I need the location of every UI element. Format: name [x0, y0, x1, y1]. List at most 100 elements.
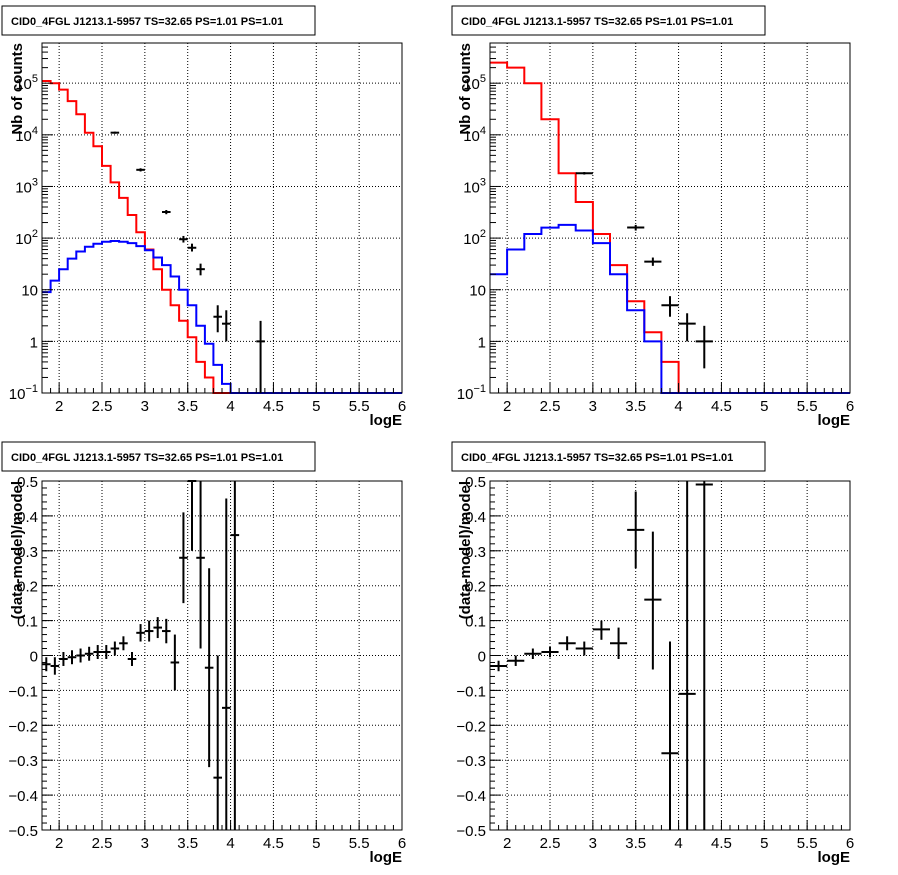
panel0-x-tick-label-0: 2 — [55, 398, 63, 415]
panel2-y-tick-label-0: −0.5 — [8, 823, 38, 840]
panel3-x-tick-label-6: 5 — [760, 835, 768, 852]
panel0-title-frame — [1, 5, 316, 36]
panel3-y-axis: −0.5 −0.4 −0.3 −0.2 −0.1 0 0.1 0.2 0.3 0.4 0.5(dat… — [456, 474, 501, 840]
panel1-data-point-5 — [695, 325, 713, 369]
panel2-title: CID0_4FGL J1213.1-5957 TS=32.65 PS=1.01 … — [11, 452, 283, 464]
panel3-y-tick-label-7: 0.2 — [465, 579, 486, 596]
panel2-title-box: CID0_4FGL J1213.1-5957 TS=32.65 PS=1.01 … — [1, 441, 316, 472]
panel2-data-point-14 — [162, 618, 171, 644]
panel0-data-point-0 — [110, 131, 120, 134]
panel0-title-box: CID0_4FGL J1213.1-5957 TS=32.65 PS=1.01 … — [1, 5, 316, 36]
panel1-data-point-1 — [627, 224, 645, 231]
panel2-data-point-10 — [127, 652, 137, 666]
panel2-y-tick-label-7: 0.2 — [17, 579, 38, 596]
panel0-y-tick-label-0: 10−1 — [9, 383, 38, 403]
panel3-data-point-11 — [678, 481, 696, 830]
panel0-data-points — [110, 131, 265, 393]
panel-top-right: CID0_4FGL J1213.1-5957 TS=32.65 PS=1.01 … — [451, 5, 854, 429]
panel1-y-axis-label: Nb of counts — [457, 43, 474, 135]
panel3-y-tick-label-10: 0.5 — [465, 474, 486, 491]
panel2-x-axis-label: logE — [370, 849, 403, 866]
panel0-y-tick-label-6: 105 — [15, 73, 38, 93]
panel2-data-point-16 — [179, 512, 188, 604]
panel2-y-tick-label-10: 0.5 — [17, 474, 38, 491]
panel1-x-tick-label-2: 3 — [589, 398, 597, 415]
panel2-y-axis-label: (data-model)/model — [9, 481, 26, 619]
panel3-data-point-8 — [627, 491, 645, 569]
panel2-data-point-19 — [204, 568, 214, 768]
panel3-x-tick-label-1: 2.5 — [540, 835, 561, 852]
panel1-title-frame — [451, 5, 766, 36]
panel2-y-tick-label-4: −0.1 — [8, 683, 38, 700]
panel0-data-point-2 — [162, 209, 171, 215]
panel2-x-tick-label-4: 4 — [226, 835, 234, 852]
panel2-data-point-12 — [144, 620, 154, 642]
panel2-x-tick-label-1: 2.5 — [92, 835, 113, 852]
panel3-x-axis-label: logE — [818, 849, 851, 866]
panel1-x-axis-label: logE — [818, 412, 851, 429]
panel3-x-tick-label-2: 3 — [589, 835, 597, 852]
panel2-data-point-11 — [136, 624, 145, 642]
panel1-title: CID0_4FGL J1213.1-5957 TS=32.65 PS=1.01 … — [461, 16, 733, 28]
panel1-x-tick-label-1: 2.5 — [540, 398, 561, 415]
panel2-x-tick-label-7: 5.5 — [349, 835, 370, 852]
panel-bottom-left: CID0_4FGL J1213.1-5957 TS=32.65 PS=1.01 … — [1, 441, 406, 866]
panel0-y-tick-label-3: 102 — [15, 228, 38, 248]
panel2-data-point-22 — [230, 481, 240, 830]
panel1-x-tick-label-5: 4.5 — [711, 398, 732, 415]
panel3-x-tick-label-7: 5.5 — [797, 835, 818, 852]
panel0-data-point-4 — [187, 243, 197, 252]
panel3-y-tick-label-3: −0.2 — [456, 718, 486, 735]
panel2-y-tick-label-8: 0.3 — [17, 544, 38, 561]
panel2-data-point-1 — [50, 657, 60, 675]
panel0-data-point-3 — [179, 235, 188, 243]
panel1-y-tick-label-0: 10−1 — [457, 383, 486, 403]
panel1-x-tick-label-7: 5.5 — [797, 398, 818, 415]
panel-bottom-right: CID0_4FGL J1213.1-5957 TS=32.65 PS=1.01 … — [451, 441, 854, 866]
panel2-data-point-15 — [170, 634, 180, 691]
panel3-data-points — [490, 481, 713, 830]
panel0-plot-frame — [41, 42, 403, 394]
panel1-x-tick-label-0: 2 — [503, 398, 511, 415]
panel1-y-tick-label-1: 1 — [478, 334, 486, 351]
panel3-x-tick-label-8: 6 — [846, 835, 854, 852]
panel3-y-tick-label-6: 0.1 — [465, 614, 486, 631]
panel0-y-tick-label-1: 1 — [30, 334, 38, 351]
panel2-data-point-0 — [42, 657, 51, 672]
panel1-plot-frame — [489, 42, 851, 394]
panel0-x-axis-label: logE — [370, 412, 403, 429]
panel0-x-tick-label-2: 3 — [141, 398, 149, 415]
panel2-x-tick-label-5: 4.5 — [263, 835, 284, 852]
panel1-data-point-2 — [644, 257, 662, 266]
panel2-x-tick-label-3: 3.5 — [177, 835, 198, 852]
panel2-x-tick-label-8: 6 — [398, 835, 406, 852]
panel2-y-tick-label-1: −0.4 — [8, 788, 38, 805]
panel3-title-box: CID0_4FGL J1213.1-5957 TS=32.65 PS=1.01 … — [451, 441, 766, 472]
panel3-data-point-4 — [558, 636, 576, 651]
panel3-data-point-1 — [507, 655, 525, 666]
panel0-data-point-8 — [256, 320, 265, 393]
panel2-data-point-3 — [67, 650, 77, 665]
panel3-data-point-12 — [695, 481, 713, 830]
panel2-grid — [42, 481, 402, 830]
panel0-x-tick-label-5: 4.5 — [263, 398, 284, 415]
panel1-title-box: CID0_4FGL J1213.1-5957 TS=32.65 PS=1.01 … — [451, 5, 766, 36]
panel1-y-tick-label-2: 10 — [469, 283, 486, 300]
panel3-y-tick-label-2: −0.3 — [456, 753, 486, 770]
panel2-y-tick-label-9: 0.4 — [17, 509, 38, 526]
panel1-y-tick-label-4: 103 — [463, 176, 486, 196]
panel1-x-tick-label-8: 6 — [846, 398, 854, 415]
panel0-grid — [42, 43, 402, 393]
panel3-y-tick-label-1: −0.4 — [456, 788, 486, 805]
panel3-data-point-7 — [610, 627, 628, 659]
panel3-data-point-5 — [575, 641, 593, 656]
panel1-data-point-0 — [575, 172, 593, 175]
panel-top-left: CID0_4FGL J1213.1-5957 TS=32.65 PS=1.01 … — [1, 5, 406, 429]
panel0-data-point-1 — [136, 168, 145, 172]
